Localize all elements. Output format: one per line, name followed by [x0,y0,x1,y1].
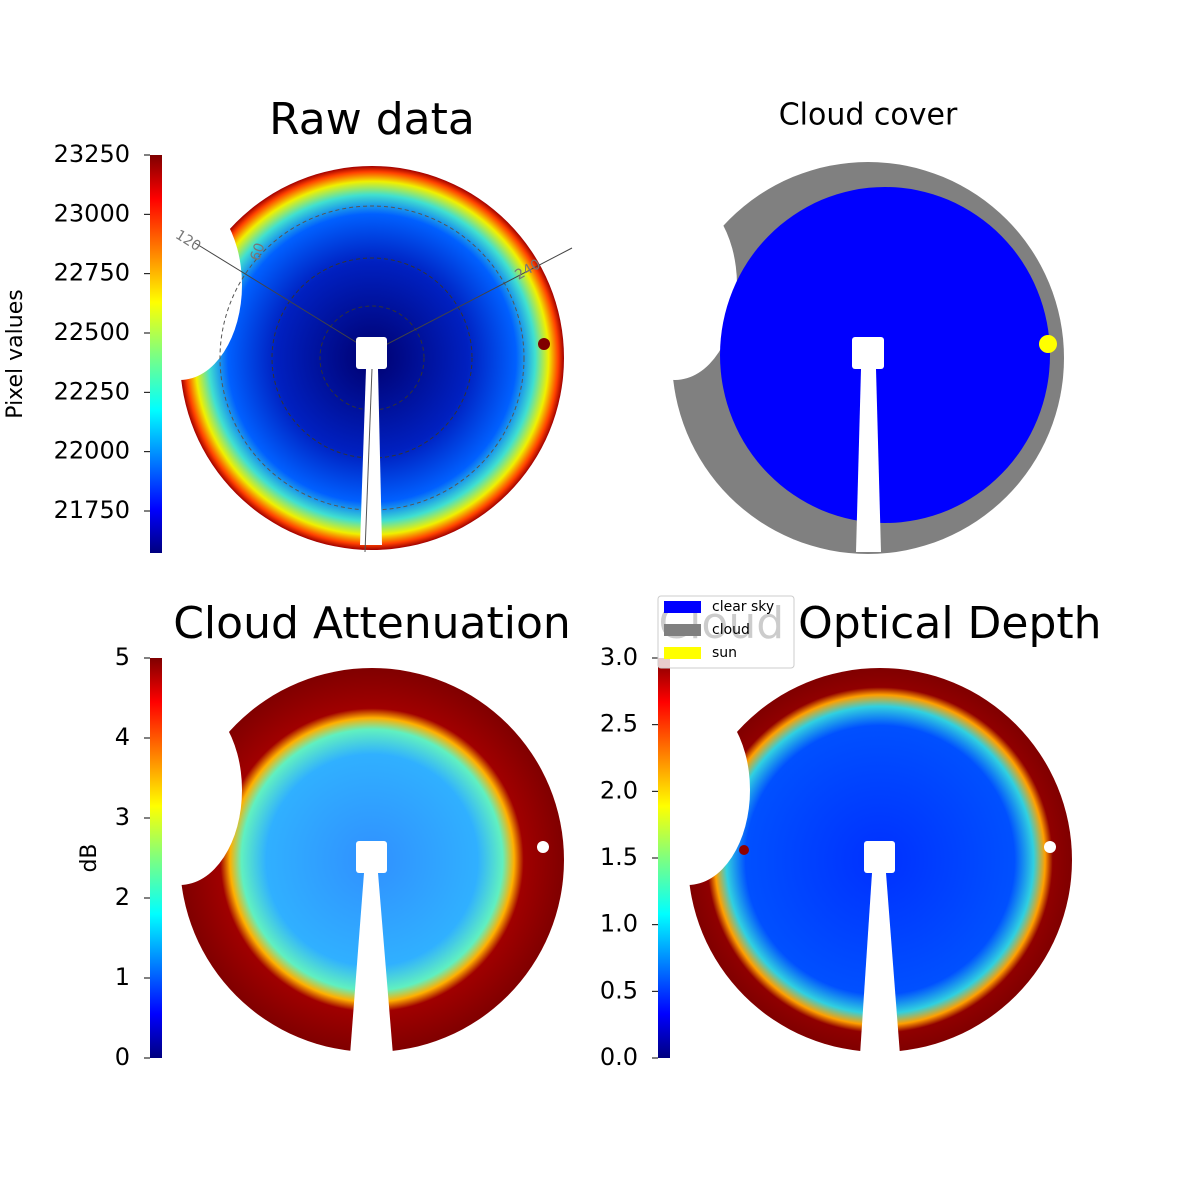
colorbar-tick-label: 22250 [54,377,130,405]
colorbar-tick-label: 1.5 [600,843,638,871]
colorbar-tick-label: 23250 [54,140,130,168]
colorbar-tick-label: 1.0 [600,910,638,938]
panel-title: Cloud cover [779,98,958,133]
panel-title: Raw data [269,94,475,145]
polar-label: 60 [247,241,268,263]
colorbar-tick-label: 2.5 [600,710,638,738]
colorbar [150,155,162,553]
colorbar-tick-label: 3 [115,803,130,831]
colorbar-label: Pixel values [3,289,28,418]
colorbar-tick-label: 22000 [54,437,130,465]
panel-title: Cloud Attenuation [173,598,571,649]
legend-swatch [664,624,701,636]
legend-label: sun [712,645,737,661]
colorbar-tick-label: 22500 [54,318,130,346]
colorbar-label: dB [77,843,102,872]
optical-depth-image [626,668,1072,1055]
colorbar-tick-label: 2.0 [600,776,638,804]
colorbar-tick-label: 4 [115,723,130,751]
colorbar-tick-label: 0 [115,1043,130,1071]
legend-swatch [664,647,701,659]
attenuation-image [118,668,564,1055]
raw-image [118,166,573,553]
colorbar-tick-label: 0.5 [600,976,638,1004]
legend-label: clear sky [712,599,774,615]
colorbar-tick-label: 5 [115,643,130,671]
colorbar [150,658,162,1058]
legend-swatch [664,601,701,613]
colorbar-tick-label: 22750 [54,259,130,287]
colorbar-tick-label: 23000 [54,199,130,227]
colorbar-tick-label: 1 [115,963,130,991]
colorbar [658,658,670,1058]
colorbar-tick-label: 21750 [54,496,130,524]
colorbar-tick-label: 2 [115,883,130,911]
legend-label: cloud [712,622,750,638]
colorbar-tick-label: 3.0 [600,643,638,671]
cloud-cover-image [613,162,1064,554]
colorbar-tick-label: 0.0 [600,1043,638,1071]
